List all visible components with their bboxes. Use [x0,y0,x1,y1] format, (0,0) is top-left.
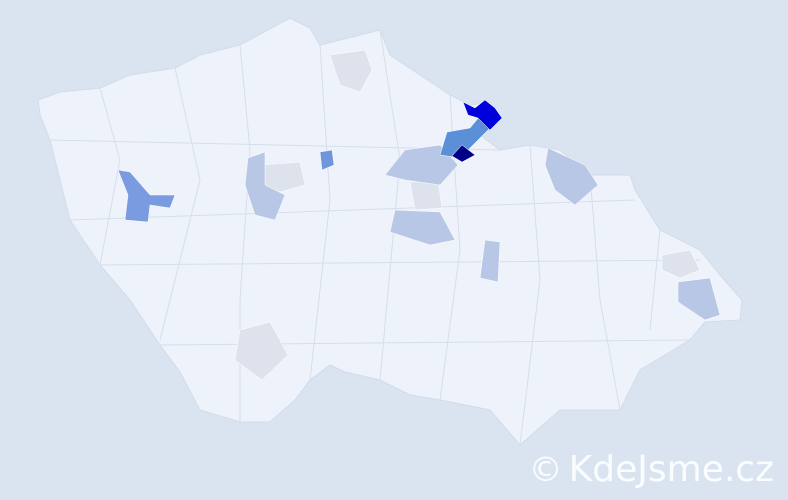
watermark-text: KdeJsme.cz [568,449,774,490]
region-low [677,277,721,321]
region-high [439,115,491,159]
copyright-icon: © [528,449,563,490]
region-very-low [661,249,701,279]
highlighted-districts [117,49,721,381]
region-low [544,147,599,206]
region-very-low [329,49,373,93]
watermark: © KdeJsme.cz [529,449,774,490]
region-very-low [234,321,289,381]
region-low [244,151,286,221]
region-medium-small [319,149,335,171]
region-low [479,239,501,283]
region-medium-west [117,169,176,223]
region-highest [451,144,476,163]
region-low [389,209,456,246]
region-very-high [462,99,503,131]
